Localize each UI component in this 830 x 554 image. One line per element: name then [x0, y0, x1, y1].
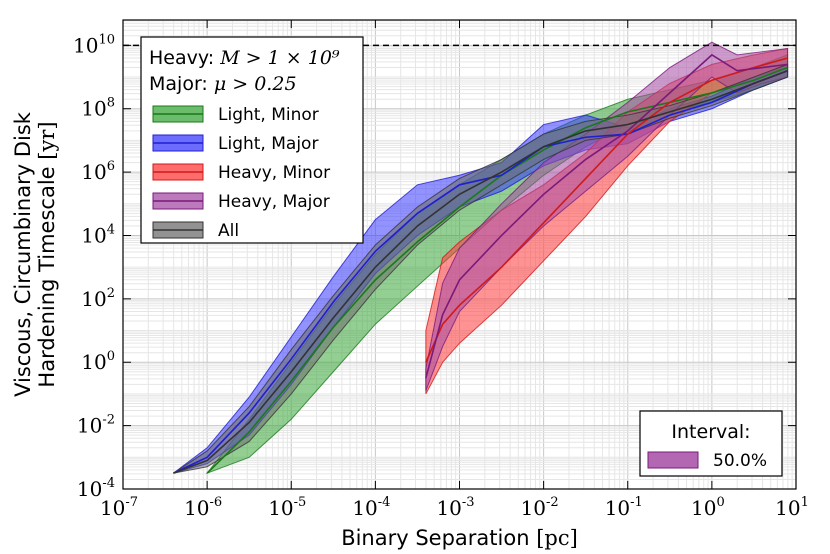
y-tick-label: 1010	[73, 32, 115, 57]
y-tick-label: 10-4	[77, 476, 115, 501]
legend-item-heavy-minor: Heavy, Minor	[152, 163, 330, 183]
y-tick-label: 100	[81, 349, 115, 374]
legend-item-light-major: Light, Major	[152, 134, 318, 154]
y-tick-label: 104	[81, 222, 115, 247]
median-light-major	[173, 69, 788, 474]
series-medians	[173, 53, 788, 474]
x-tick-label: 10-1	[605, 495, 643, 520]
x-axis-title: Binary Separation [pc]	[341, 526, 578, 550]
legend-label: Light, Major	[218, 134, 318, 154]
x-tick-label: 10-3	[436, 495, 474, 520]
y-tick-label: 10-2	[77, 413, 115, 438]
x-tick-label: 10-2	[521, 495, 559, 520]
legend-label: Heavy, Minor	[218, 163, 330, 183]
legend-item-heavy-major: Heavy, Major	[152, 192, 330, 212]
legend-item-all: All	[152, 221, 239, 241]
legend-items: Light, Minor Light, Major Heavy, Minor Heav…	[152, 105, 330, 241]
info-heavy: Heavy: M > 1 × 10⁹	[149, 47, 340, 69]
x-tick-label: 101	[775, 495, 809, 520]
x-tick-label: 10-4	[352, 495, 390, 520]
legend-label: Light, Minor	[218, 105, 319, 125]
median-heavy-minor	[425, 57, 788, 363]
y-tick-label: 106	[81, 159, 115, 184]
series-bands	[173, 41, 789, 475]
x-tick-label: 10-6	[184, 495, 222, 520]
interval-label: 50.0%	[713, 451, 767, 471]
y-tick-label: 102	[81, 286, 115, 311]
interval-legend: Interval: 50.0%	[639, 410, 783, 477]
y-axis-title-line1: Viscous, Circumbinary Disk	[11, 111, 35, 397]
median-all	[173, 69, 788, 474]
legend-item-light-minor: Light, Minor	[152, 105, 319, 125]
legend: Heavy: M > 1 × 10⁹ Major: μ > 0.25 Light…	[140, 36, 364, 244]
interval-title: Interval:	[671, 421, 750, 443]
legend-label: All	[218, 221, 239, 241]
info-major: Major: μ > 0.25	[149, 73, 297, 95]
median-heavy-major	[425, 53, 788, 379]
x-tick-label: 10-5	[268, 495, 306, 520]
x-tick-label: 100	[691, 495, 725, 520]
axis-ticks: 10-7 10-6 10-5 10-4 10-3 10-2 10-1 100 101 10-4 10…	[73, 20, 809, 520]
legend-label: Heavy, Major	[218, 192, 330, 212]
y-axis-title: Viscous, Circumbinary Disk Hardening Tim…	[11, 111, 59, 397]
y-tick-label: 108	[81, 96, 115, 121]
interval-swatch	[647, 451, 699, 469]
y-axis-title-line2: Hardening Timescale [yr]	[35, 121, 59, 387]
x-tick-label: 10-7	[100, 495, 138, 520]
